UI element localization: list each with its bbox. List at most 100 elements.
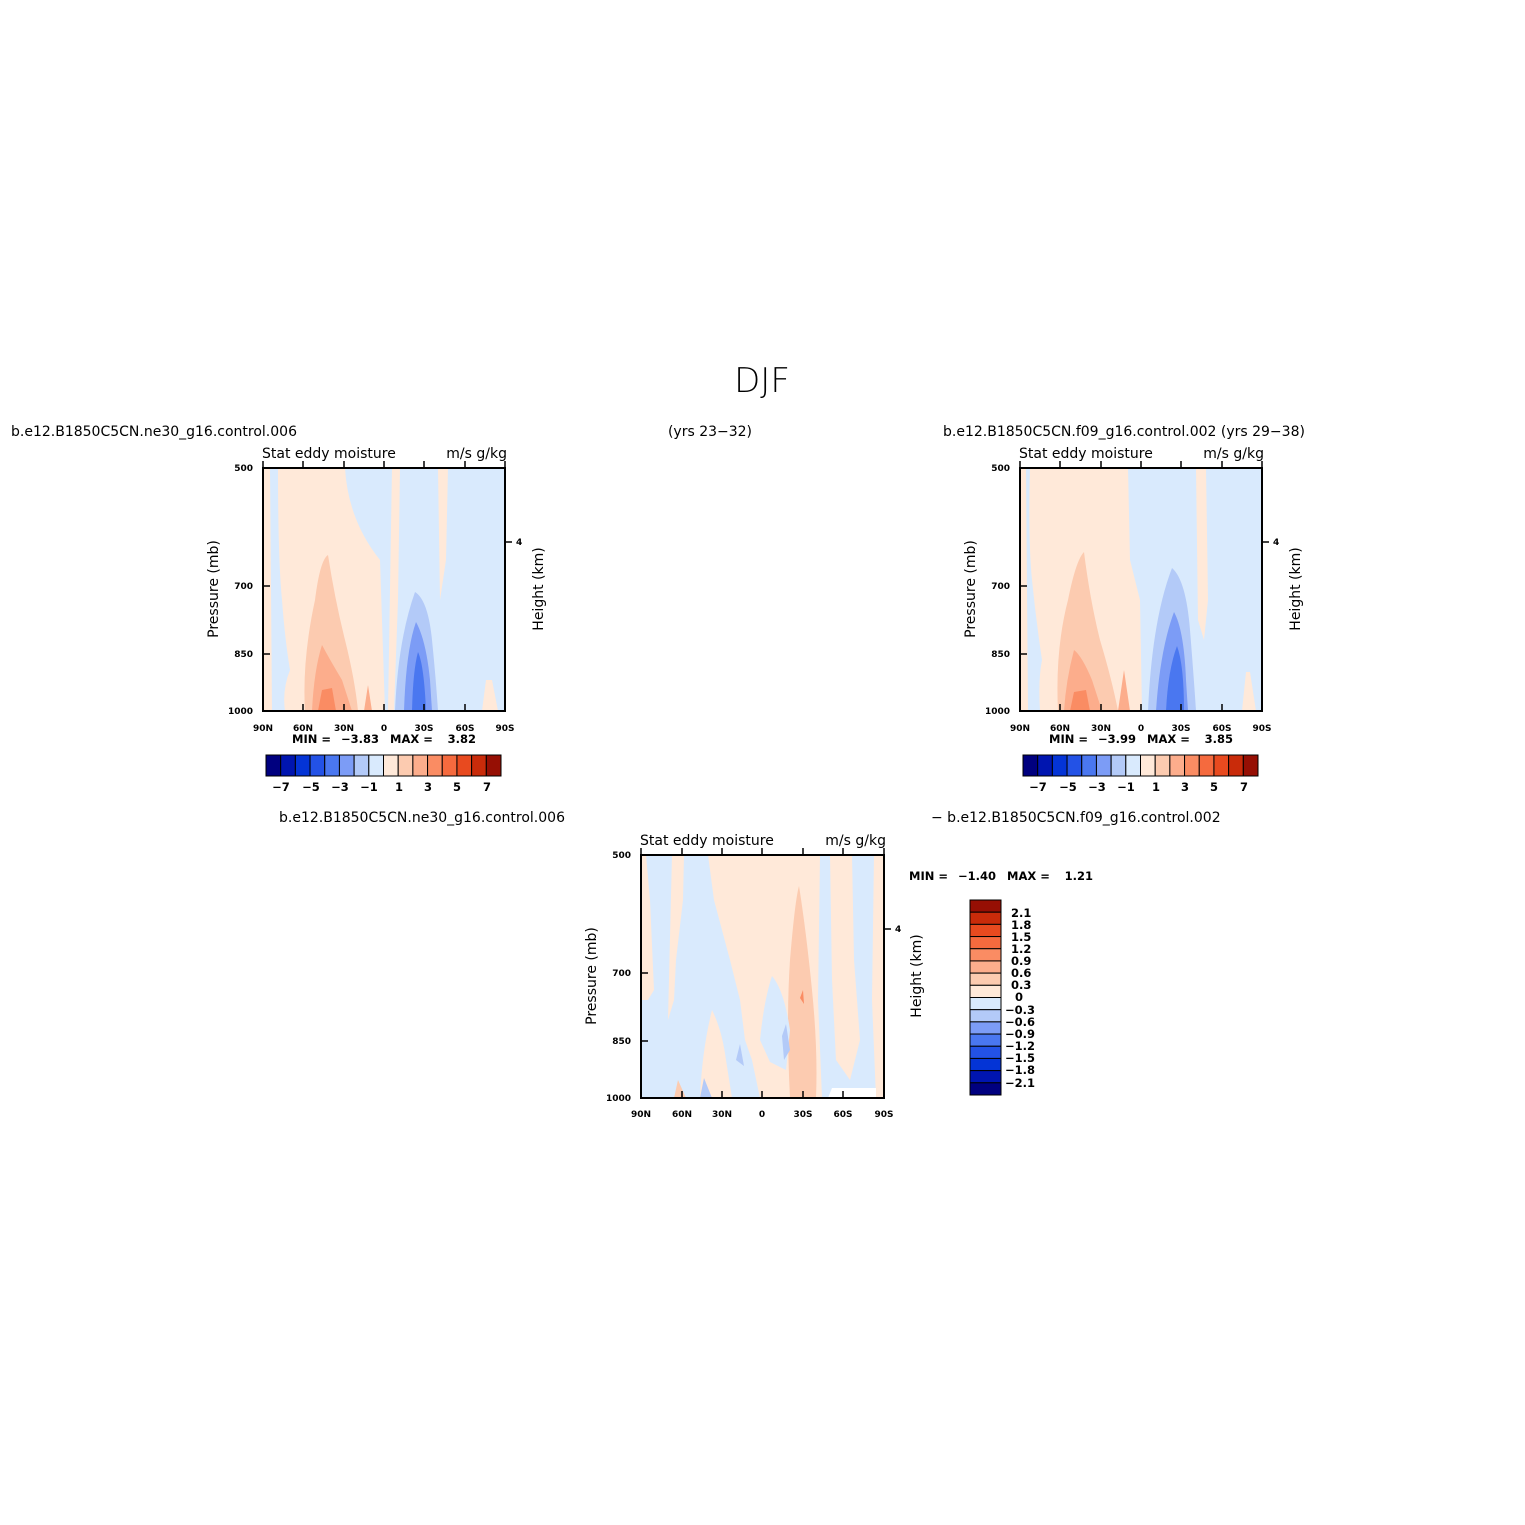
panel-3-ytick-right-4: 4: [895, 925, 901, 935]
panel-3-colorbar-swatch: [969, 923, 1002, 938]
panel-1-ylabel-right: Height (km): [531, 547, 547, 630]
panel-3-max-label: MAX =: [1007, 869, 1050, 883]
panel-3-cb-label-0.9: 0.9: [1011, 954, 1031, 968]
panel-1-xtick-60s: 60S: [455, 724, 474, 734]
panel-1-colorbar: [265, 754, 502, 777]
panel-1-ylabel: Pressure (mb): [206, 540, 222, 638]
panel-3-colorbar-swatch: [969, 997, 1002, 1011]
panel-3-colorbar-swatch: [969, 1009, 1002, 1023]
panel-2-ylabel: Pressure (mb): [963, 540, 979, 638]
panel-1-min-label: MIN =: [292, 732, 331, 746]
panel-2-colorbar-swatch: [1125, 754, 1141, 777]
panel-2-colorbar-swatch: [1242, 754, 1259, 777]
panel-1-ytick-500: 500: [234, 464, 253, 474]
panel-1-colorbar-swatch: [324, 754, 340, 777]
panel-1-xtick-30n: 30N: [334, 724, 354, 734]
panel-3-cb-label-neg1.5: −1.5: [1005, 1051, 1035, 1065]
panel-3-colorbar-swatch: [969, 911, 1002, 925]
panel-1-colorbar-swatch: [412, 754, 429, 777]
panel-3-title-right: − b.e12.B1850C5CN.f09_g16.control.002: [931, 810, 1221, 826]
panel-1-min-value: −3.83: [341, 732, 379, 746]
panel-2-cb-label-3: 3: [1181, 780, 1189, 794]
panel-3-colorbar-swatch: [969, 1057, 1002, 1072]
panel-2-title: b.e12.B1850C5CN.f09_g16.control.002 (yrs…: [943, 424, 1305, 440]
panel-2-max-value: 3.85: [1205, 732, 1233, 746]
panel-2-xtick-30s: 30S: [1171, 724, 1190, 734]
panel-1-cb-label-5: 5: [453, 780, 461, 794]
panel-2-colorbar-swatch: [1154, 754, 1171, 777]
panel-3-xtick-30n: 30N: [712, 1110, 732, 1120]
panel-2-ytick-right-4: 4: [1273, 538, 1279, 548]
panel-3-xtick-30s: 30S: [793, 1110, 812, 1120]
panel-1-colorbar-swatch: [485, 754, 502, 777]
panel-3-cb-label-2.1: 2.1: [1011, 906, 1031, 920]
panel-3-cb-label-1.5: 1.5: [1011, 930, 1031, 944]
panel-3-min-label: MIN =: [909, 869, 948, 883]
panel-3-cb-label-neg0.9: −0.9: [1005, 1027, 1035, 1041]
panel-2-xtick-90s: 90S: [1252, 724, 1271, 734]
panel-2-cb-label-neg1: −1: [1117, 780, 1135, 794]
panel-3-cb-label-neg1.2: −1.2: [1005, 1039, 1035, 1053]
panel-3-colorbar-swatch: [969, 899, 1002, 913]
panel-2-min-label: MIN =: [1049, 732, 1088, 746]
panel-2-xtick-0: 0: [1138, 724, 1144, 734]
panel-3-colorbar-swatch: [969, 1070, 1002, 1084]
panel-2-colorbar-swatch: [1228, 754, 1244, 777]
panel-2-cb-label-1: 1: [1152, 780, 1160, 794]
panel-2-colorbar-swatch: [1081, 754, 1097, 777]
panel-1-max-value: 3.82: [448, 732, 476, 746]
panel-2-left-label: Stat eddy moisture: [1019, 446, 1153, 462]
panel-1-colorbar-swatch: [338, 754, 355, 777]
panel-1-colorbar-swatch: [280, 754, 296, 777]
panel-3-cb-label-neg0.6: −0.6: [1005, 1015, 1035, 1029]
panel-1-colorbar-swatch: [456, 754, 473, 777]
panel-3-units: m/s g/kg: [825, 833, 886, 849]
panel-3-cb-label-neg0.3: −0.3: [1005, 1003, 1035, 1017]
panel-3-xtick-90n: 90N: [631, 1110, 651, 1120]
panel-2-units: m/s g/kg: [1203, 446, 1264, 462]
panel-1-cb-label-neg3: −3: [331, 780, 349, 794]
panel-3-colorbar-swatch: [969, 972, 1002, 986]
panel-2-cb-label-5: 5: [1210, 780, 1218, 794]
panel-3-cb-label-neg2.1: −2.1: [1005, 1076, 1035, 1090]
panel-1-ytick-850: 850: [234, 650, 253, 660]
panel-3-colorbar-swatch: [969, 960, 1002, 974]
panel-2-colorbar-swatch: [1198, 754, 1215, 777]
panel-2-colorbar-swatch: [1140, 754, 1156, 777]
panel-2-contour-field: [1020, 468, 1262, 711]
panel-3-cb-label-1.2: 1.2: [1011, 942, 1031, 956]
panel-1-cb-label-neg7: −7: [272, 780, 290, 794]
panel-3-left-label: Stat eddy moisture: [640, 833, 774, 849]
panel-1-years: (yrs 23−32): [668, 424, 752, 440]
panel-1: b.e12.B1850C5CN.ne30_g16.control.006 (yr…: [11, 424, 752, 794]
panel-2-max-label: MAX =: [1147, 732, 1190, 746]
panel-2-colorbar-swatch: [1066, 754, 1083, 777]
panel-1-xtick-90s: 90S: [495, 724, 514, 734]
panel-3-contour-field: [641, 855, 884, 1098]
panel-2-xtick-60n: 60N: [1050, 724, 1070, 734]
panel-1-title: b.e12.B1850C5CN.ne30_g16.control.006: [11, 424, 297, 440]
panel-3-colorbar-swatch: [969, 1021, 1002, 1035]
panel-2-colorbar-swatch: [1213, 754, 1230, 777]
panel-3-cb-label-neg1.8: −1.8: [1005, 1063, 1035, 1077]
panel-2: b.e12.B1850C5CN.f09_g16.control.002 (yrs…: [943, 424, 1305, 794]
panel-3-cb-label-1.8: 1.8: [1011, 918, 1031, 932]
panel-1-ytick-1000: 1000: [228, 707, 253, 717]
panel-3-title-left: b.e12.B1850C5CN.ne30_g16.control.006: [279, 810, 565, 826]
panel-2-cb-label-neg7: −7: [1029, 780, 1047, 794]
panel-3-colorbar-swatch: [969, 1045, 1002, 1059]
panel-1-cb-label-3: 3: [424, 780, 432, 794]
panel-1-colorbar-swatch: [353, 754, 370, 777]
panel-1-colorbar-swatch: [309, 754, 326, 777]
panel-1-max-label: MAX =: [390, 732, 433, 746]
panel-1-colorbar-swatch: [471, 754, 487, 777]
panel-3: b.e12.B1850C5CN.ne30_g16.control.006 − b…: [279, 810, 1221, 1120]
panel-2-colorbar-swatch: [1022, 754, 1039, 777]
panel-2-colorbar: [1022, 754, 1259, 777]
panel-2-ytick-500: 500: [991, 464, 1010, 474]
panel-2-colorbar-swatch: [1037, 754, 1053, 777]
panel-1-ytick-right-4: 4: [516, 538, 522, 548]
panel-1-xtick-30s: 30S: [414, 724, 433, 734]
panel-1-colorbar-swatch: [265, 754, 282, 777]
panel-3-cb-label-0: 0: [1015, 990, 1023, 1004]
